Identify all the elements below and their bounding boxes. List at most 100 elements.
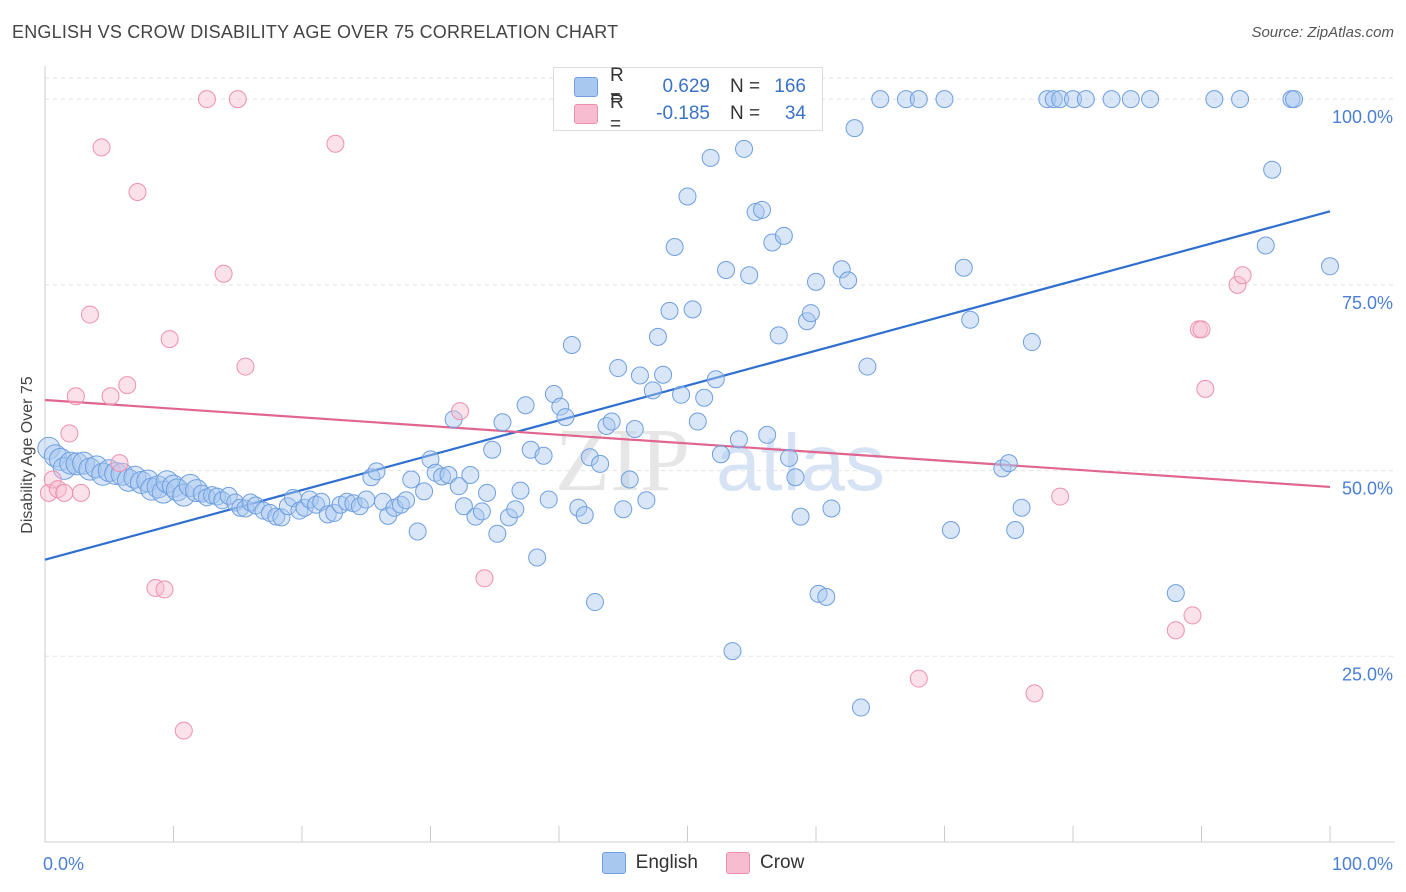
data-point-english <box>1263 160 1282 179</box>
legend-item-crow[interactable]: Crow <box>725 852 805 874</box>
data-point-english <box>695 388 714 407</box>
data-point-english <box>672 385 691 404</box>
data-point-english <box>483 440 502 459</box>
data-point-english <box>433 467 452 486</box>
data-point-english <box>1256 236 1275 255</box>
data-point-english <box>1012 498 1031 517</box>
data-point-english <box>539 490 558 509</box>
data-point-english <box>1051 90 1070 109</box>
data-point-english <box>801 304 820 323</box>
data-point-english <box>935 90 954 109</box>
data-point-crow <box>1166 621 1185 640</box>
trend-line-crow <box>44 398 1331 489</box>
data-point-english <box>1231 90 1250 109</box>
data-point-english <box>602 412 621 431</box>
data-point-english <box>678 187 697 206</box>
data-point-english <box>774 226 793 245</box>
data-point-english <box>556 408 575 427</box>
legend-r-value-english: 0.629 <box>662 76 710 97</box>
data-point-crow <box>1051 487 1070 506</box>
data-point-english <box>637 491 656 510</box>
data-point-english <box>858 357 877 376</box>
legend-r-label: R = <box>610 92 624 135</box>
data-point-english <box>701 148 720 167</box>
y-tick-label: 100.0% <box>1332 107 1393 127</box>
data-point-english <box>472 502 491 521</box>
legend-n-value-english: 166 <box>774 76 806 97</box>
tick-labels: 25.0% 50.0% 75.0% 100.0% 0.0% 100.0% <box>43 107 1393 874</box>
data-point-english <box>1121 90 1140 109</box>
data-point-english <box>896 90 915 109</box>
data-point-english <box>562 336 581 355</box>
data-point-english <box>461 466 480 485</box>
legend-row-english: R = 0.629 N = 166 <box>574 65 806 108</box>
data-point-english <box>845 119 864 138</box>
data-point-crow <box>1228 275 1247 294</box>
legend-row-crow: R = -0.185 N = 34 <box>574 92 806 135</box>
data-point-crow <box>236 357 255 376</box>
data-point-english <box>241 493 260 512</box>
data-point-english <box>1076 90 1095 109</box>
data-point-english <box>267 507 286 526</box>
data-point-english <box>1285 90 1304 109</box>
legend-n-label: N = <box>730 76 761 97</box>
data-point-crow <box>80 305 99 324</box>
data-point-english <box>367 462 386 481</box>
data-point-crow <box>155 580 174 599</box>
data-point-english <box>822 499 841 518</box>
data-point-english <box>307 495 326 514</box>
data-point-english <box>580 448 599 467</box>
data-point-crow <box>197 90 216 109</box>
data-point-crow <box>128 183 147 201</box>
data-point-english <box>961 310 980 329</box>
chart-title: ENGLISH VS CROW DISABILITY AGE OVER 75 C… <box>12 22 619 42</box>
data-point-english <box>449 477 468 496</box>
data-point-english <box>350 497 369 516</box>
data-point-english <box>528 548 547 567</box>
series-legend: English Crow <box>0 852 1406 874</box>
data-point-english <box>832 260 851 279</box>
data-point-english <box>1321 257 1339 276</box>
data-point-english <box>162 474 185 498</box>
data-point-crow <box>909 669 928 688</box>
data-point-english <box>569 498 588 517</box>
data-point-crow <box>92 138 111 157</box>
axes <box>44 66 1395 843</box>
data-point-english <box>999 454 1018 473</box>
data-point-english <box>534 446 553 465</box>
data-point-english <box>575 506 594 525</box>
data-point-english <box>478 483 497 502</box>
data-point-english <box>1044 90 1063 109</box>
data-point-english <box>660 301 679 320</box>
data-point-english <box>439 466 458 485</box>
data-point-english <box>65 452 89 476</box>
scatter-points <box>37 90 1339 740</box>
data-point-crow <box>160 330 179 349</box>
data-point-english <box>91 462 115 486</box>
data-point-english <box>1006 521 1025 539</box>
data-point-english <box>585 593 604 612</box>
legend-item-english[interactable]: English <box>601 852 698 874</box>
data-point-crow <box>1025 684 1044 703</box>
legend-label-crow: Crow <box>759 852 805 873</box>
data-point-english <box>941 521 960 539</box>
y-tick-label: 50.0% <box>1342 479 1393 499</box>
data-point-crow <box>326 134 345 153</box>
legend-n-label: N = <box>730 103 761 124</box>
data-point-english <box>648 327 667 346</box>
data-point-english <box>735 139 754 158</box>
data-point-english <box>362 468 381 487</box>
data-point-crow <box>214 264 233 283</box>
data-point-english <box>231 498 250 517</box>
data-point-crow <box>146 578 165 597</box>
source-credit: Source: ZipAtlas.com <box>1251 24 1394 41</box>
data-point-crow <box>451 402 470 421</box>
data-point-english <box>454 497 473 516</box>
data-point-english <box>272 508 291 527</box>
data-point-crow <box>475 569 494 588</box>
data-point-english <box>408 522 427 541</box>
data-point-english <box>807 272 825 291</box>
y-tick-label: 75.0% <box>1342 293 1393 313</box>
data-point-english <box>59 451 83 475</box>
